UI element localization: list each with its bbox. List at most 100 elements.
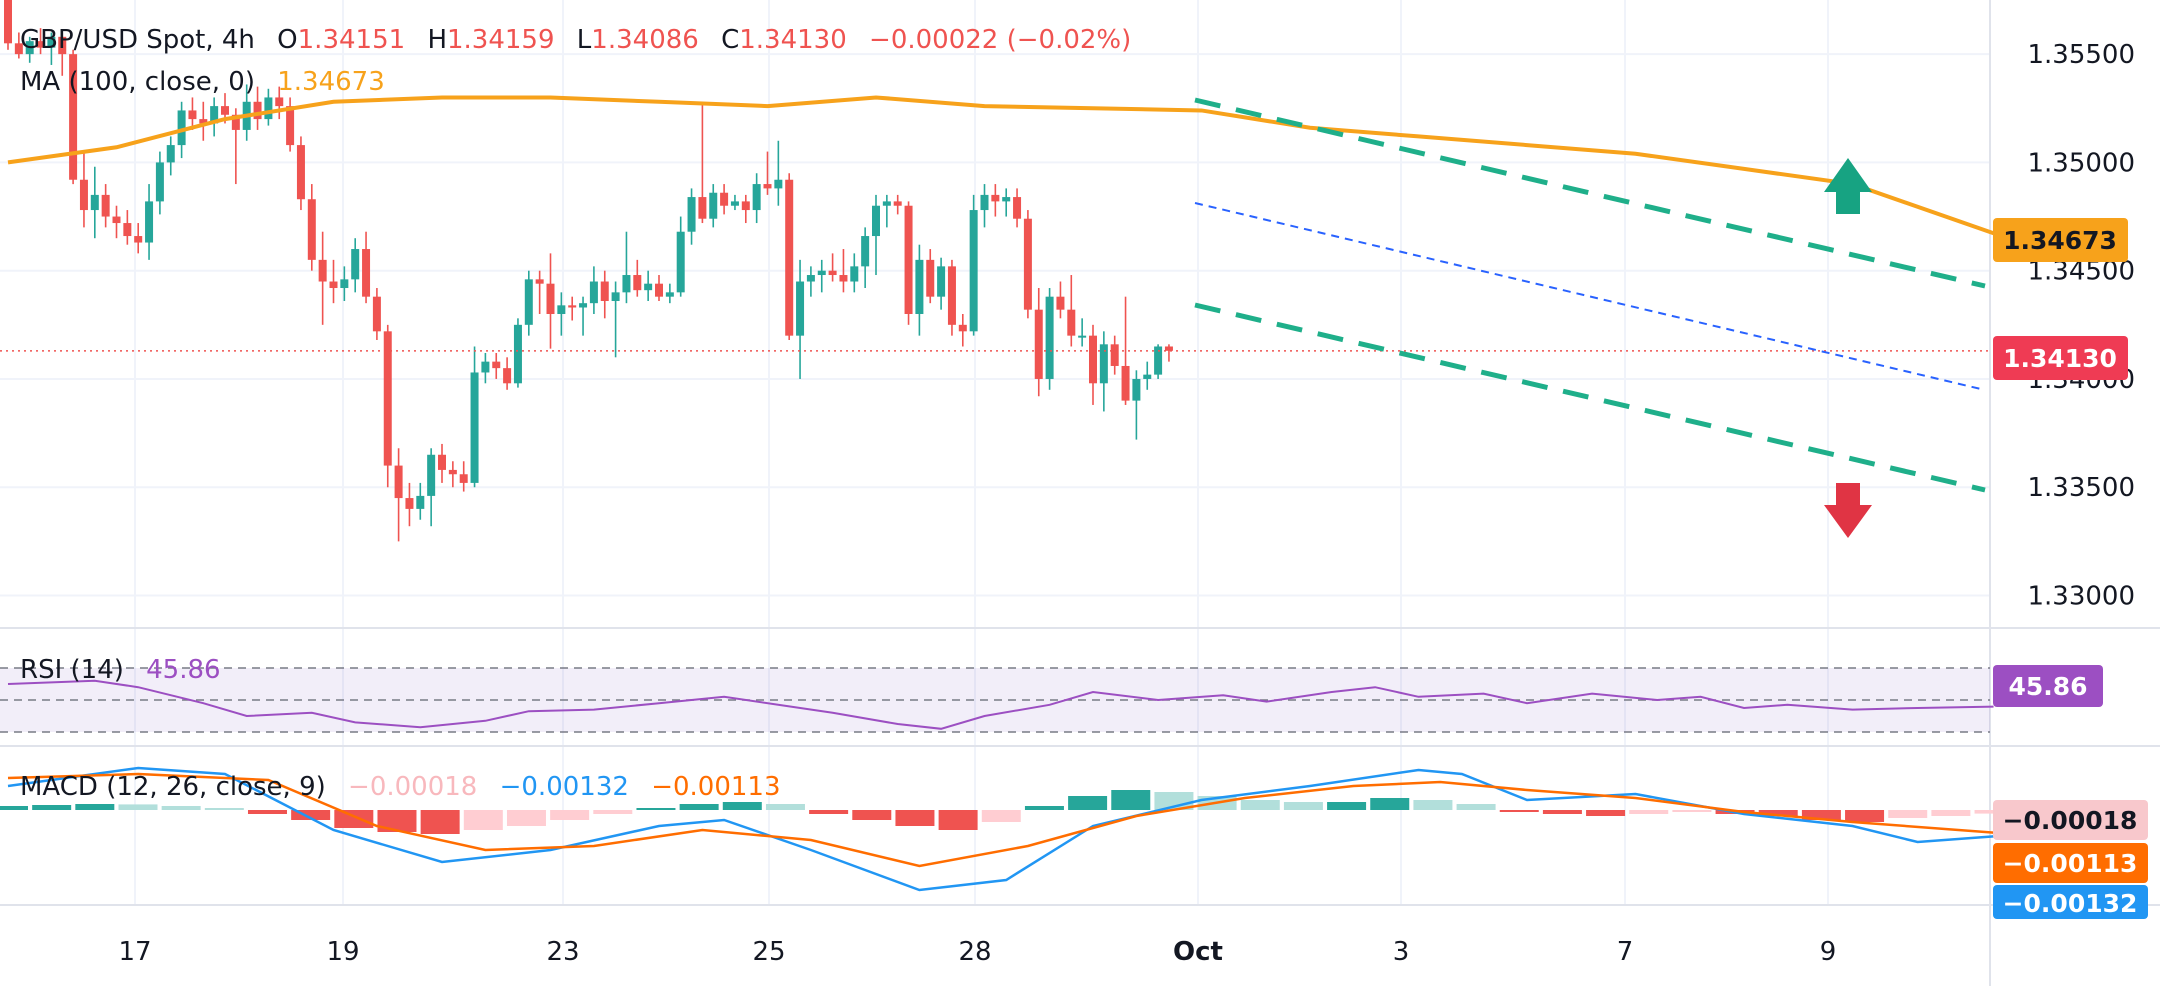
candle[interactable] <box>383 324 392 488</box>
candle[interactable] <box>459 461 468 492</box>
candle[interactable] <box>286 97 295 152</box>
candle[interactable] <box>774 140 783 206</box>
candle[interactable] <box>1013 188 1022 228</box>
candle[interactable] <box>58 32 67 76</box>
candle[interactable] <box>4 0 12 50</box>
candle[interactable] <box>763 151 772 195</box>
candle[interactable] <box>546 253 555 349</box>
candle[interactable] <box>622 231 631 304</box>
candle[interactable] <box>644 270 653 302</box>
candle[interactable] <box>947 259 956 336</box>
candle[interactable] <box>275 86 284 120</box>
candle[interactable] <box>231 108 240 185</box>
candle[interactable] <box>730 194 739 211</box>
candle[interactable] <box>394 448 403 542</box>
candle[interactable] <box>655 275 663 302</box>
candle[interactable] <box>416 482 425 520</box>
candle[interactable] <box>839 249 848 293</box>
candle[interactable] <box>362 231 371 304</box>
candle[interactable] <box>481 352 490 384</box>
candle[interactable] <box>1099 331 1108 412</box>
candle[interactable] <box>318 231 327 325</box>
candle[interactable] <box>579 296 588 336</box>
candle[interactable] <box>69 49 78 185</box>
candle[interactable] <box>1110 335 1119 375</box>
candle[interactable] <box>633 259 642 297</box>
candle[interactable] <box>134 223 143 254</box>
time-axis[interactable]: 17 19 23 25 28 Oct 3 7 9 <box>118 937 1836 967</box>
candle[interactable] <box>958 314 967 347</box>
candle[interactable] <box>1067 275 1076 347</box>
candle[interactable] <box>524 270 533 336</box>
candle[interactable] <box>741 194 750 224</box>
candle[interactable] <box>14 32 23 59</box>
candle[interactable] <box>926 249 935 304</box>
candle[interactable] <box>307 184 316 271</box>
candle[interactable] <box>199 101 208 141</box>
candle[interactable] <box>676 216 685 297</box>
trend-line[interactable] <box>1194 202 1986 391</box>
candle[interactable] <box>796 259 805 379</box>
candle[interactable] <box>709 184 718 228</box>
candle[interactable] <box>720 184 729 215</box>
candle[interactable] <box>600 270 609 319</box>
candle[interactable] <box>915 244 924 336</box>
candle[interactable] <box>405 482 414 527</box>
candle[interactable] <box>36 28 45 55</box>
candle[interactable] <box>296 136 305 211</box>
candle[interactable] <box>535 270 544 314</box>
candle[interactable] <box>438 443 446 483</box>
candle[interactable] <box>166 136 175 176</box>
candle[interactable] <box>79 151 88 228</box>
candle[interactable] <box>980 184 989 228</box>
candle[interactable] <box>665 283 674 304</box>
candle[interactable] <box>1023 210 1032 319</box>
candle[interactable] <box>112 205 121 239</box>
candle[interactable] <box>1089 324 1097 405</box>
candle[interactable] <box>1045 288 1054 390</box>
candle[interactable] <box>850 253 859 293</box>
candle[interactable] <box>492 352 501 379</box>
candle[interactable] <box>1056 281 1065 319</box>
candle[interactable] <box>372 288 381 340</box>
channel-lower-line[interactable] <box>1194 302 1986 493</box>
candle[interactable] <box>698 101 707 224</box>
candle[interactable] <box>904 201 913 325</box>
candle[interactable] <box>90 166 99 239</box>
candle[interactable] <box>427 448 436 527</box>
candle[interactable] <box>1034 288 1043 397</box>
candle[interactable] <box>264 88 273 126</box>
candle[interactable] <box>1121 296 1130 405</box>
candle[interactable] <box>123 210 132 245</box>
channel-upper-line[interactable] <box>1194 97 1986 289</box>
candle[interactable] <box>882 194 891 228</box>
candle[interactable] <box>1143 361 1152 390</box>
candle[interactable] <box>351 238 360 293</box>
candle[interactable] <box>752 173 761 224</box>
candle[interactable] <box>1002 188 1011 217</box>
candle[interactable] <box>1078 318 1087 347</box>
candle[interactable] <box>47 32 56 65</box>
candle[interactable] <box>470 346 479 488</box>
candle[interactable] <box>611 281 620 358</box>
candle[interactable] <box>155 151 164 215</box>
candle[interactable] <box>503 357 512 390</box>
candle[interactable] <box>1164 344 1173 362</box>
candle[interactable] <box>25 36 34 63</box>
candle[interactable] <box>329 259 338 304</box>
candle[interactable] <box>893 194 902 215</box>
candle[interactable] <box>687 188 696 245</box>
candle[interactable] <box>937 257 946 310</box>
candle[interactable] <box>448 461 457 488</box>
candle[interactable] <box>568 296 577 321</box>
candle[interactable] <box>145 184 154 260</box>
candle[interactable] <box>1132 370 1141 440</box>
candle[interactable] <box>861 227 870 289</box>
candle[interactable] <box>828 253 837 282</box>
candle[interactable] <box>340 266 349 302</box>
candle[interactable] <box>557 292 566 336</box>
candle[interactable] <box>969 194 978 336</box>
candle[interactable] <box>253 86 262 130</box>
candle[interactable] <box>101 184 110 228</box>
